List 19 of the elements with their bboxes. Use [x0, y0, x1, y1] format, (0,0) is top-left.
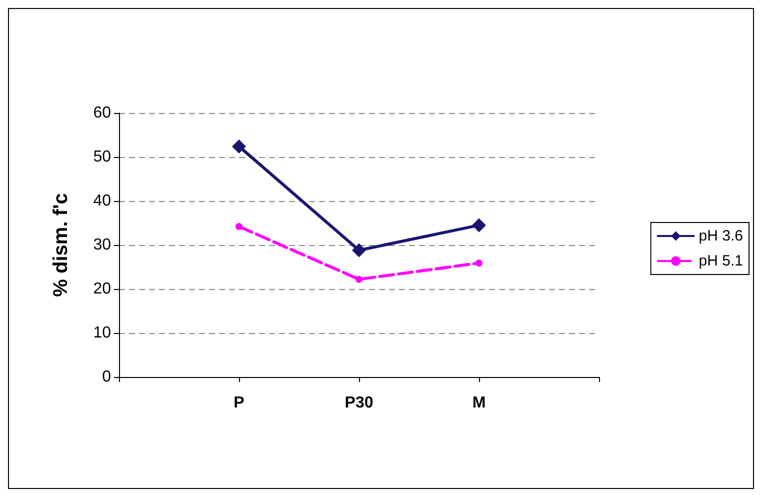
y-tick-label: 10 [93, 324, 112, 342]
y-axis-title: % dism. f'c [50, 193, 72, 297]
x-tick-label: P [234, 394, 245, 412]
y-tick-label: 20 [93, 280, 112, 298]
x-tick-label: M [472, 394, 486, 412]
point [352, 243, 366, 258]
x-tick-label: P30 [344, 394, 374, 412]
y-tick-label: 40 [93, 192, 112, 210]
y-tick-label: 50 [93, 148, 112, 166]
point [356, 276, 362, 283]
legend-label: pH 3.6 [698, 228, 744, 244]
point [236, 223, 242, 230]
point [232, 139, 246, 154]
y-tick-label: 0 [102, 368, 112, 386]
y-tick-label: 60 [93, 104, 112, 122]
y-tick-label: 30 [93, 236, 112, 254]
point [476, 260, 482, 267]
point [472, 218, 486, 232]
legend-label: pH 5.1 [698, 252, 744, 270]
